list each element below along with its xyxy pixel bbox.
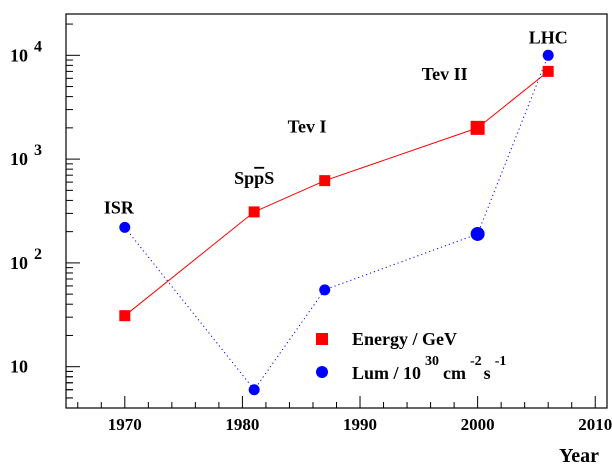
energy-point bbox=[119, 310, 131, 322]
machine-label: SppS bbox=[234, 168, 274, 188]
energy-point bbox=[542, 65, 554, 77]
data-points bbox=[119, 49, 554, 396]
legend-energy-label: Energy / GeV bbox=[352, 329, 457, 349]
y-tick-label: 10 3 bbox=[10, 142, 42, 169]
legend-luminosity-marker bbox=[316, 366, 328, 378]
y-tick-label: 10 bbox=[10, 357, 28, 377]
y-tick-label: 10 4 bbox=[10, 38, 42, 65]
energy-point bbox=[319, 175, 331, 187]
x-tick-label: 1980 bbox=[225, 415, 259, 434]
annotations: ISR SppS Tev I Tev II LHC bbox=[104, 27, 568, 217]
machine-label: Tev I bbox=[288, 117, 327, 137]
series-line-0 bbox=[124, 71, 549, 317]
legend-luminosity-label: Lum / 1030cm-2s-1 bbox=[352, 354, 506, 383]
plot-frame bbox=[65, 13, 608, 409]
machine-label: LHC bbox=[529, 27, 568, 47]
x-axis-title: Year bbox=[559, 445, 599, 466]
luminosity-point bbox=[248, 384, 260, 396]
x-tick-label: 1970 bbox=[108, 415, 142, 434]
machine-label: ISR bbox=[104, 197, 135, 217]
legend-energy-marker bbox=[316, 333, 328, 345]
x-tick-label: 2010 bbox=[578, 415, 612, 434]
luminosity-point bbox=[470, 226, 485, 241]
series-lines bbox=[124, 55, 549, 391]
series-line-1 bbox=[124, 55, 549, 391]
energy-point bbox=[470, 120, 485, 135]
luminosity-point bbox=[542, 49, 554, 61]
luminosity-point bbox=[119, 221, 131, 233]
y-tick-label: 10 2 bbox=[10, 246, 42, 273]
legend: Energy / GeV Lum / 1030cm-2s-1 bbox=[316, 329, 506, 383]
machine-label: Tev II bbox=[422, 64, 468, 84]
x-tick-label: 2000 bbox=[461, 415, 495, 434]
x-tick-label: 1990 bbox=[343, 415, 377, 434]
energy-point bbox=[248, 206, 260, 218]
luminosity-point bbox=[319, 284, 331, 296]
